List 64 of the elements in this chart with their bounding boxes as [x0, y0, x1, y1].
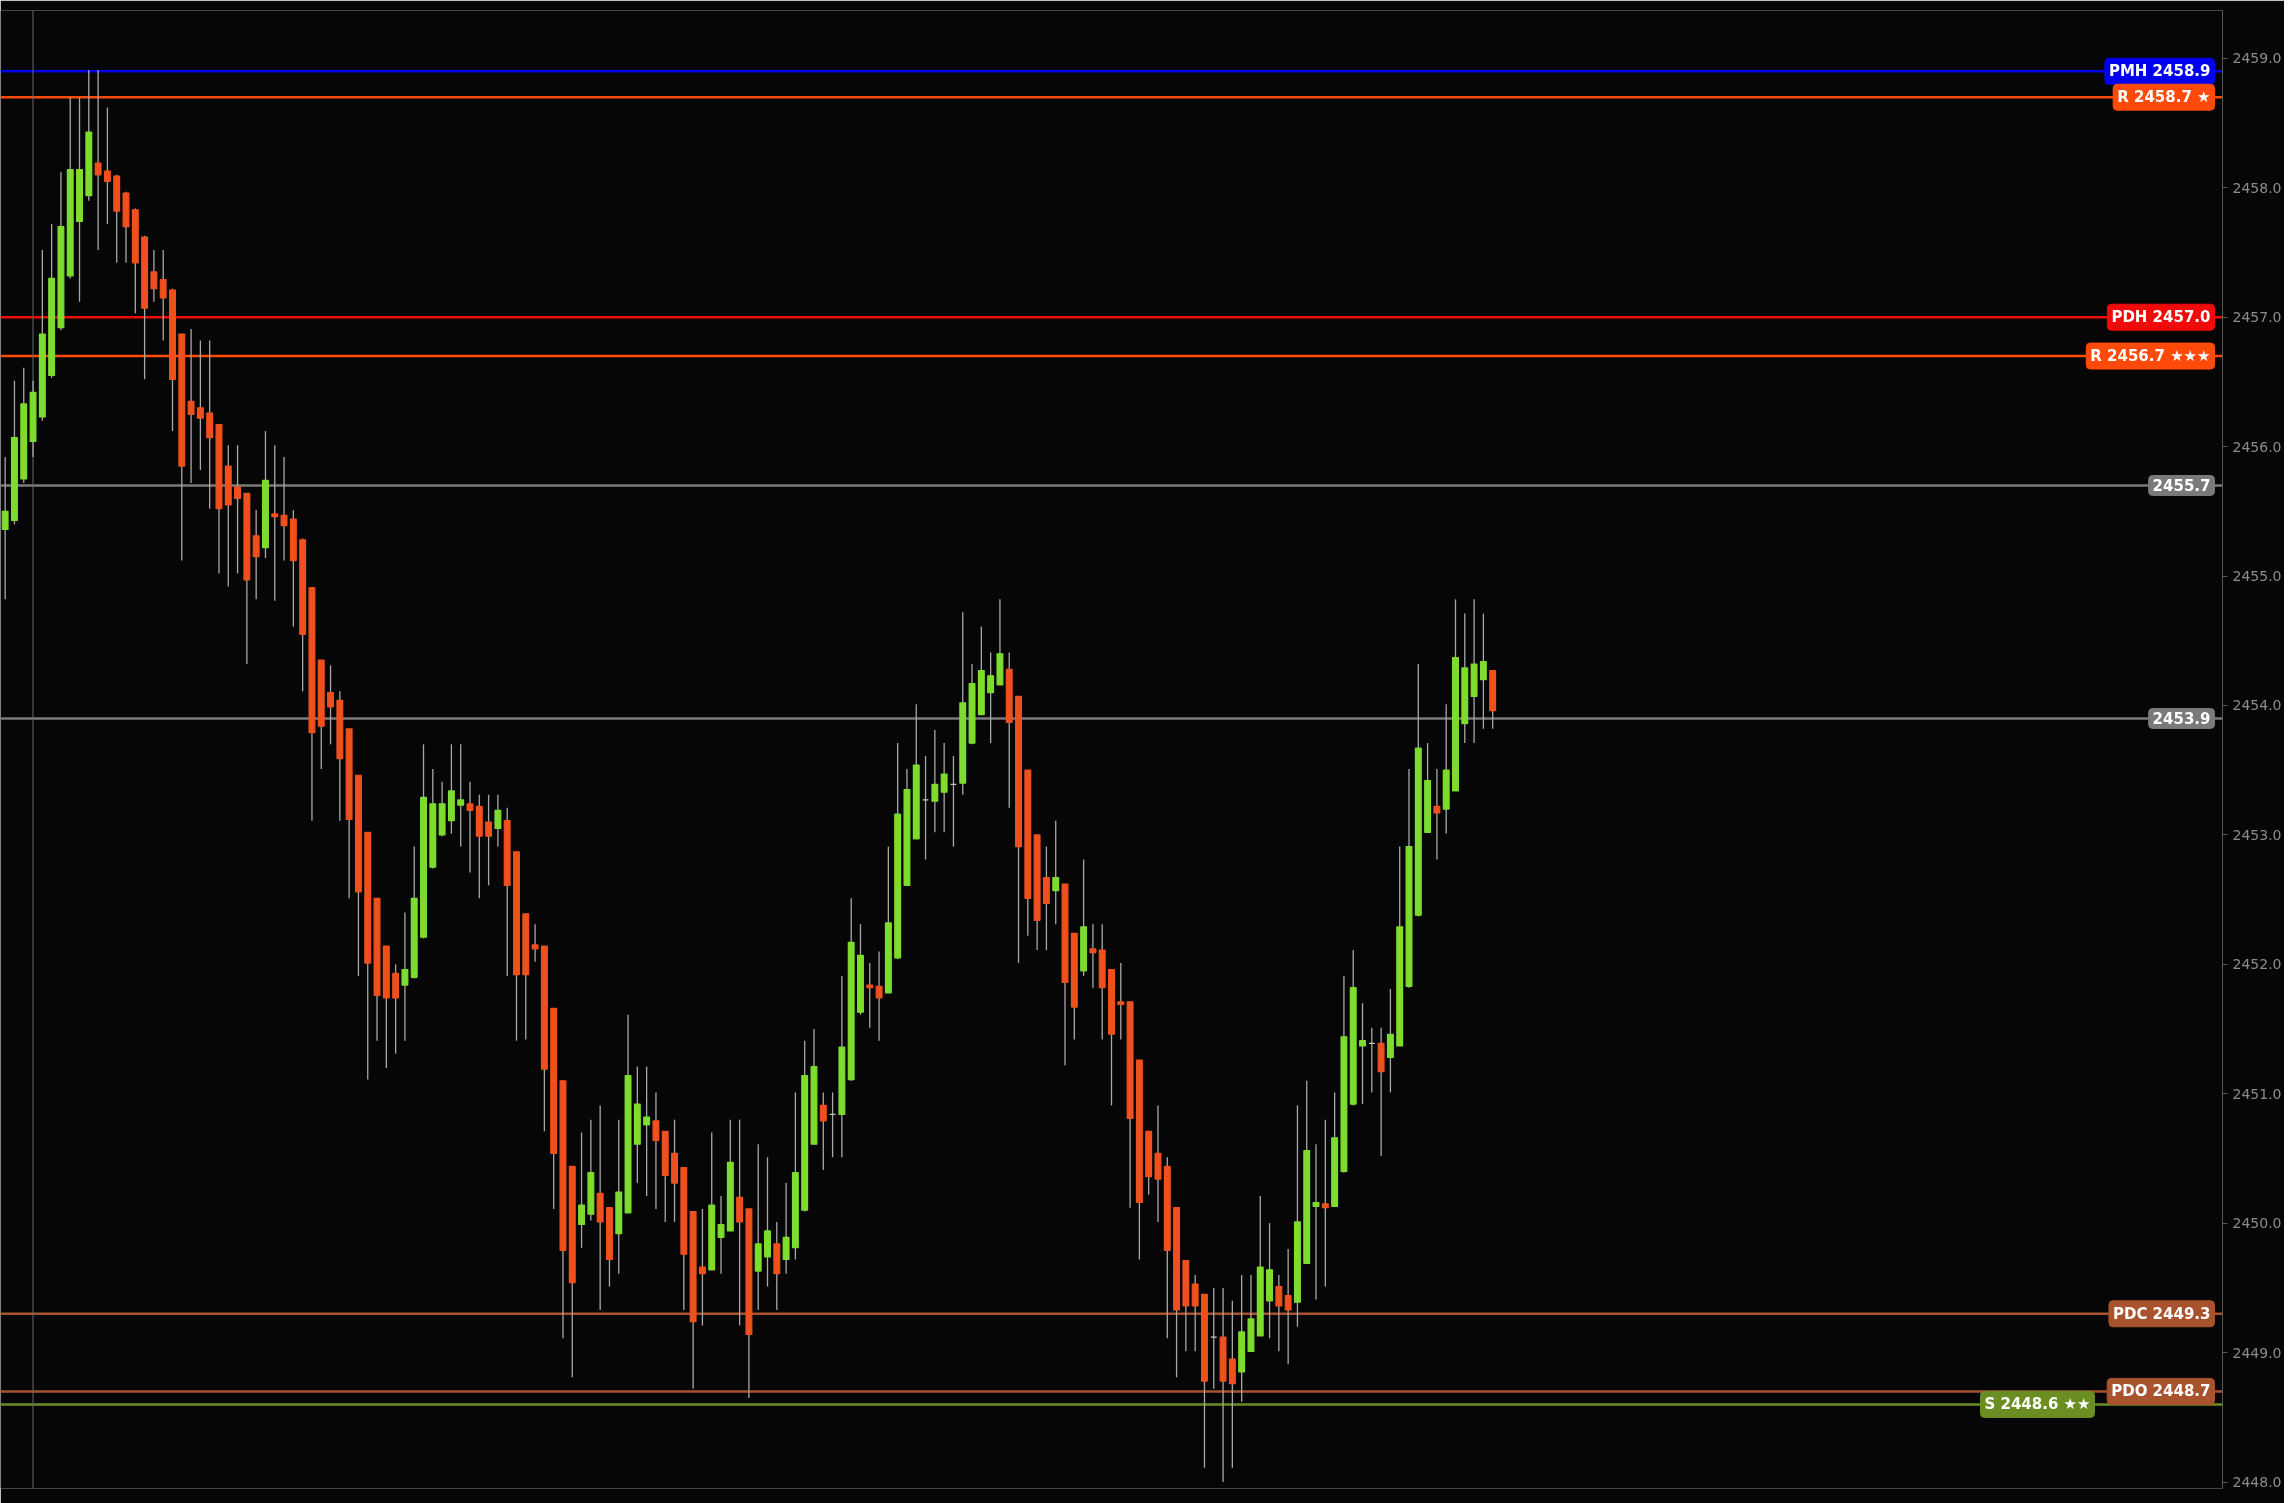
- ref-line-label: 2455.7: [2152, 477, 2211, 496]
- y-tick-label: 2452.0: [2232, 956, 2282, 973]
- ref-line-label: S 2448.6 ★★: [1984, 1395, 2091, 1414]
- candlestick: [736, 1119, 744, 1327]
- y-tick-label: 2454.0: [2232, 697, 2282, 714]
- y-tick-label: 2451.0: [2232, 1085, 2282, 1102]
- ref-line-label: R 2456.7 ★★★: [2090, 347, 2211, 366]
- candlestick: [187, 328, 195, 484]
- candlestick: [159, 249, 167, 342]
- candlestick: [466, 781, 474, 874]
- candlestick: [717, 1195, 725, 1275]
- y-tick-label: 2449.0: [2232, 1344, 2282, 1361]
- candlestick: [819, 1091, 827, 1171]
- candlestick: [1479, 612, 1487, 730]
- y-tick-label: 2457.0: [2232, 309, 2282, 326]
- candlestick: [1284, 1248, 1292, 1365]
- ref-line-label: PDC 2449.3: [2112, 1304, 2211, 1323]
- candlestick: [875, 950, 883, 1042]
- candlestick: [196, 339, 204, 471]
- ref-line-label: 2453.9: [2152, 710, 2211, 729]
- candlestick: [1275, 1274, 1283, 1352]
- candlestick: [531, 923, 539, 963]
- candlestick: [494, 794, 502, 848]
- candlestick: [1191, 1274, 1199, 1352]
- candlestick: [1117, 962, 1125, 1041]
- candlestick: [457, 743, 465, 848]
- candlestick: [1321, 1119, 1329, 1288]
- y-tick-label: 2456.0: [2232, 438, 2282, 455]
- candlestick: [866, 962, 874, 1029]
- ref-line-label: PDO 2448.7: [2111, 1382, 2211, 1401]
- y-tick-label: 2459.0: [2232, 50, 2282, 67]
- candlestick: [280, 456, 288, 562]
- candlestick: [485, 794, 493, 887]
- candlestick: [234, 444, 242, 575]
- candlestick: [1052, 820, 1060, 925]
- y-tick-label: 2450.0: [2232, 1215, 2282, 1232]
- candlestick: [931, 729, 939, 833]
- candlestick: [94, 69, 102, 251]
- candlestick: [1433, 768, 1441, 861]
- y-tick-label: 2458.0: [2232, 179, 2282, 196]
- candlestick: [698, 1208, 706, 1327]
- y-tick-label: 2448.0: [2232, 1474, 2282, 1491]
- candlestick: [643, 1065, 651, 1197]
- ref-line-label: PDH 2457.0: [2111, 308, 2211, 327]
- candlestick: [652, 1091, 660, 1210]
- candlestick: [401, 911, 409, 1042]
- candlestick: [1, 456, 9, 601]
- candlestick: [782, 1182, 790, 1275]
- candlestick: [252, 509, 260, 601]
- ref-line-label: R 2458.7 ★: [2117, 88, 2211, 107]
- y-tick-label: 2455.0: [2232, 568, 2282, 585]
- candlestick: [1312, 1143, 1320, 1301]
- ref-line-label: PMH 2458.9: [2108, 62, 2211, 81]
- candlestick: [150, 249, 158, 303]
- candlestick: [327, 664, 335, 745]
- candlestick: [1359, 1002, 1366, 1105]
- candlestick: [1386, 988, 1394, 1094]
- candlestick: [271, 444, 279, 602]
- candlestick: [987, 651, 995, 744]
- candlestick: [940, 742, 948, 833]
- y-tick-label: 2453.0: [2232, 826, 2282, 843]
- candlestick: [1089, 923, 1097, 989]
- candlestick: [103, 106, 111, 225]
- candlestick: [578, 1131, 586, 1249]
